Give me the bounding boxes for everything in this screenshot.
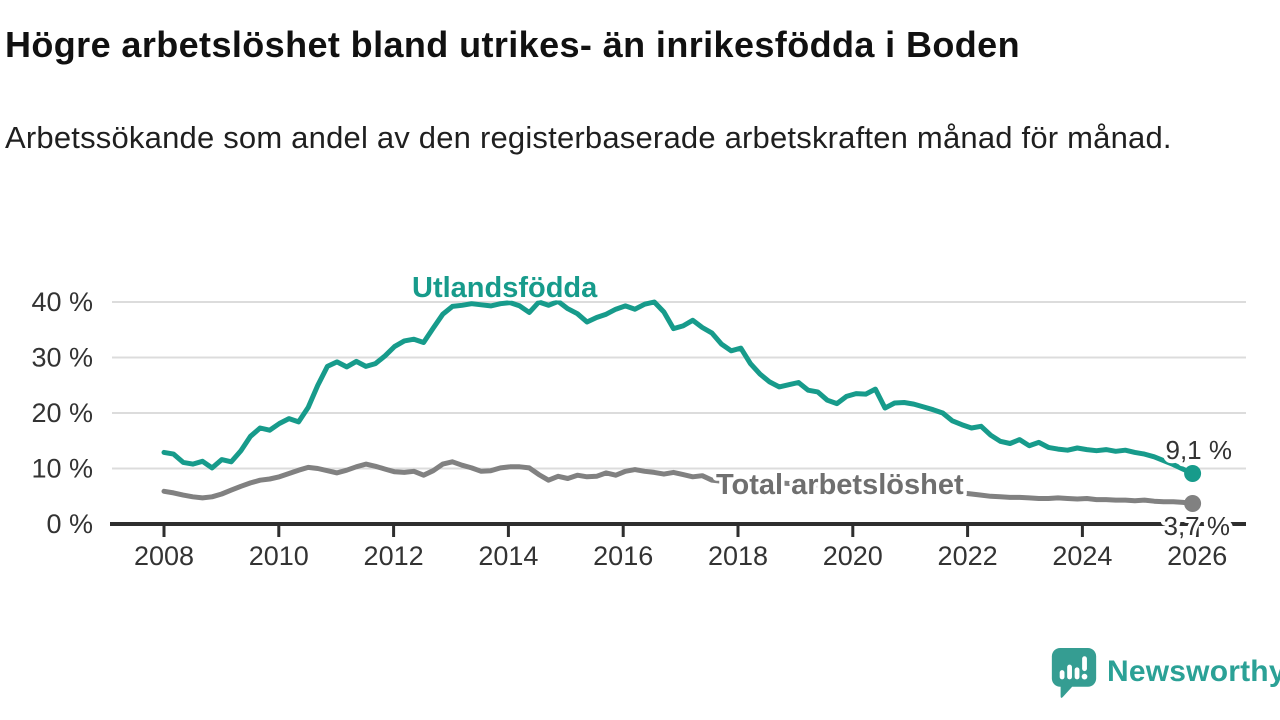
series-end-dot-utlandsf-dda — [1184, 464, 1202, 482]
series-label-utlandsf-dda: Utlandsfödda — [412, 272, 598, 304]
newsworthy-logo-icon — [1051, 648, 1097, 698]
page-title: Högre arbetslöshet bland utrikes- än inr… — [5, 24, 1020, 65]
series-label-total-arbetsl-shet: Total arbetslöshet — [716, 469, 964, 501]
x-tick-label-2024: 2024 — [1052, 541, 1112, 571]
y-tick-label-30: 30 % — [31, 343, 93, 373]
series-end-value-utlandsf-dda: 9,1 % — [1166, 435, 1233, 465]
x-tick-label-2014: 2014 — [478, 541, 538, 571]
y-tick-label-40: 40 % — [31, 287, 93, 317]
x-tick-label-2008: 2008 — [134, 541, 194, 571]
x-tick-label-2020: 2020 — [823, 541, 883, 571]
brand-name: Newsworthy — [1107, 655, 1280, 688]
y-tick-label-20: 20 % — [31, 398, 93, 428]
y-tick-label-10: 10 % — [31, 454, 93, 484]
x-tick-label-2016: 2016 — [593, 541, 653, 571]
brand-lockup: Newsworthy — [1050, 646, 1280, 698]
x-tick-label-2010: 2010 — [249, 541, 309, 571]
x-tick-label-2026: 2026 — [1167, 541, 1227, 571]
chart-subtitle: Arbetssökande som andel av den registerb… — [5, 120, 1172, 155]
series-end-value-total-arbetsl-shet: 3,7 % — [1164, 511, 1231, 541]
y-tick-label-0: 0 % — [46, 509, 93, 539]
x-tick-label-2018: 2018 — [708, 541, 768, 571]
series-end-dot-total-arbetsl-shet — [1184, 494, 1202, 512]
x-tick-label-2022: 2022 — [938, 541, 998, 571]
x-tick-label-2012: 2012 — [364, 541, 424, 571]
series-line-total-arbetsl-shet — [161, 459, 1196, 506]
series-line-utlandsf-dda — [161, 298, 1196, 476]
